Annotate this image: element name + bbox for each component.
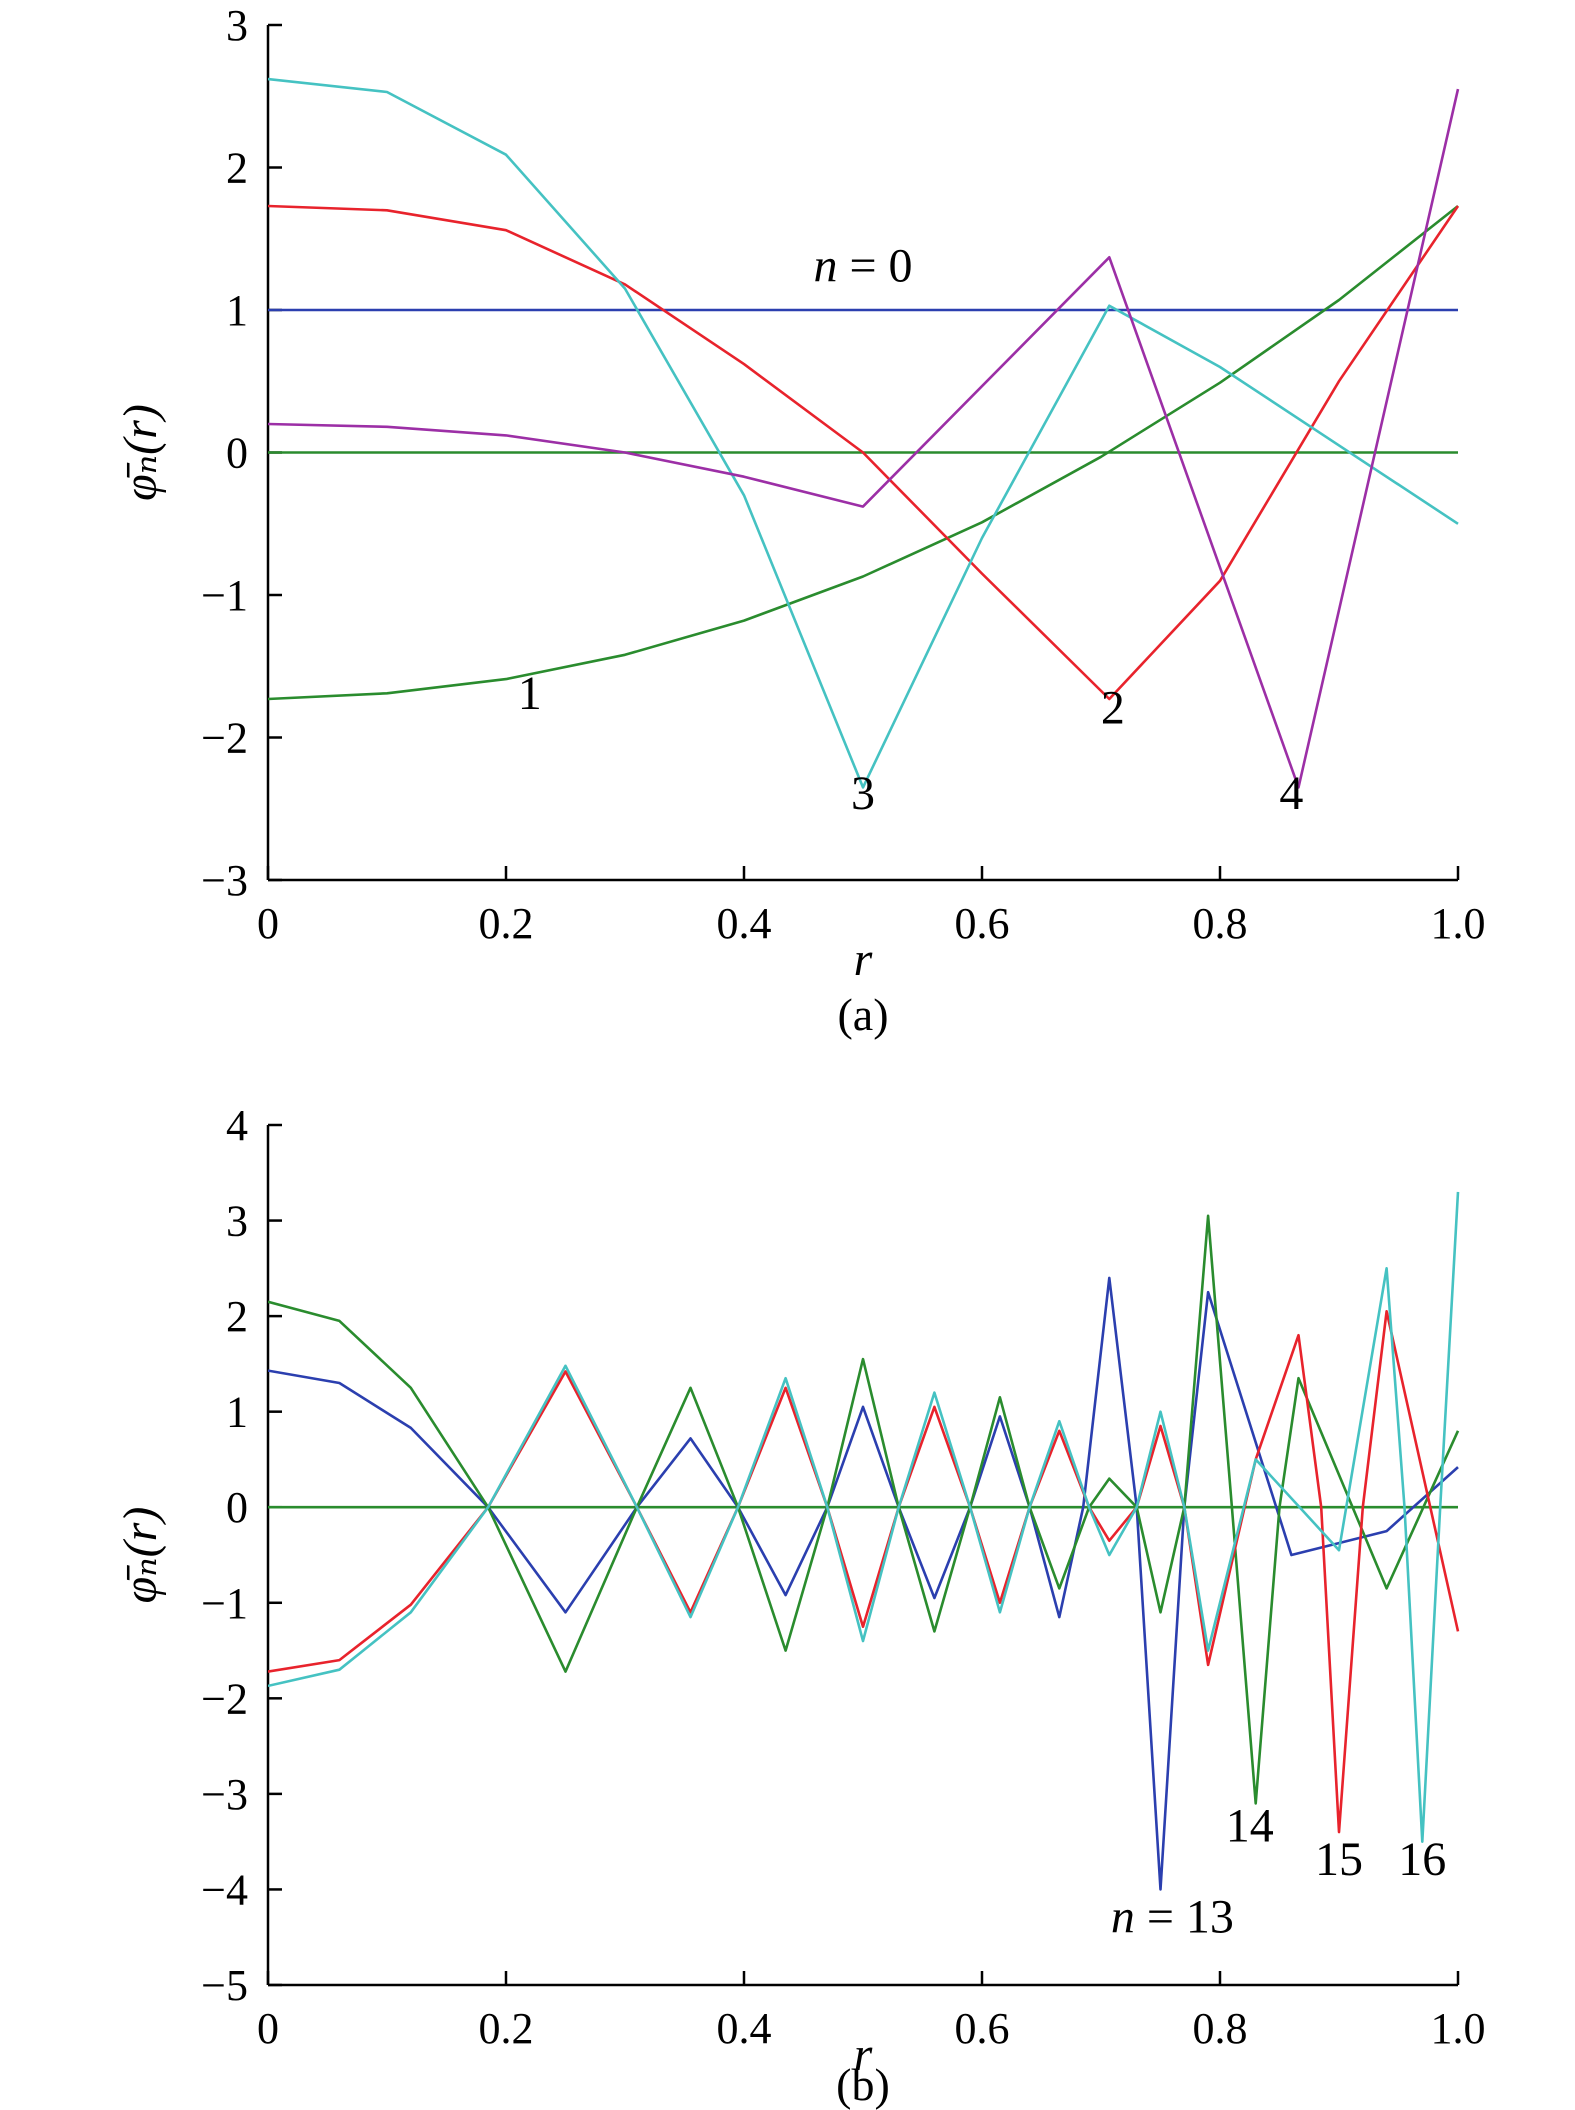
y-tick-label: −2	[201, 714, 248, 763]
y-axis-label: φ̄ₙ(r)	[114, 1507, 167, 1604]
series-line-16-4	[268, 1191, 1460, 1843]
y-axis-label: φ̄ₙ(r)	[114, 404, 167, 501]
curve-label: n = 0	[813, 240, 912, 293]
curve-label: 3	[851, 767, 875, 820]
y-tick-label: −3	[201, 856, 248, 905]
y-tick-label: 2	[226, 144, 248, 193]
x-tick-label: 0.4	[717, 2004, 772, 2053]
curve-label: 15	[1315, 1833, 1363, 1886]
x-tick-label: 1.0	[1431, 2004, 1486, 2053]
x-tick-label: 0.4	[717, 899, 772, 948]
y-tick-label: 2	[226, 1292, 248, 1341]
x-tick-label: 0.6	[955, 2004, 1010, 2053]
y-tick-label: 0	[226, 429, 248, 478]
x-tick-label: 0	[257, 899, 279, 948]
curve-label: 4	[1279, 767, 1303, 820]
x-tick-label: 0	[257, 2004, 279, 2053]
x-tick-label: 0.2	[479, 899, 534, 948]
series-line-2-3	[268, 204, 1460, 701]
x-axis-label: r	[854, 933, 873, 986]
series-line-4-5	[268, 88, 1460, 789]
x-tick-label: 0.8	[1193, 2004, 1248, 2053]
panel-a-chart: 0 0.2 0.4 0.6 0.8 1.0 3 2 1 0 −1 −2 −3 r φ̄ₙ(r) (a) n = …	[114, 1, 1486, 1040]
curve-label: 14	[1226, 1800, 1274, 1853]
series-line-n-13-1	[268, 1276, 1459, 1891]
y-tick-label: 0	[226, 1483, 248, 1532]
panel-b-chart: 0 0.2 0.4 0.6 0.8 1.0 4 3 2 1 0 −1 −2 −3 −4 −5 r φ̄ₙ(r) (b…	[114, 1101, 1486, 2110]
series-line-15-3	[268, 1310, 1460, 1834]
y-tick-label: 1	[226, 286, 248, 335]
series-line-14-2	[268, 1214, 1460, 1805]
x-axis-label: r	[854, 2028, 873, 2081]
y-tick-label: 1	[226, 1388, 248, 1437]
curve-label: 16	[1398, 1833, 1446, 1886]
x-tick-label: 0.2	[479, 2004, 534, 2053]
y-tick-label: 3	[226, 1197, 248, 1246]
series-line-1-2	[268, 204, 1459, 701]
x-tick-label: 0.6	[955, 899, 1010, 948]
y-tick-label: −3	[201, 1770, 248, 1819]
y-tick-label: −4	[201, 1865, 248, 1914]
y-tick-label: −5	[201, 1961, 248, 2010]
curve-label: n = 13	[1111, 1890, 1234, 1943]
curve-label: 1	[518, 667, 542, 720]
series-line-3-4	[268, 77, 1459, 789]
y-tick-label: −2	[201, 1674, 248, 1723]
curve-label: 2	[1101, 681, 1125, 734]
panel-caption: (a)	[837, 989, 888, 1040]
x-tick-label: 1.0	[1431, 899, 1486, 948]
panel-caption: (b)	[836, 2059, 890, 2110]
y-tick-label: 4	[226, 1101, 248, 1150]
x-tick-label: 0.8	[1193, 899, 1248, 948]
y-tick-label: −1	[201, 571, 248, 620]
y-tick-label: 3	[226, 1, 248, 50]
y-tick-label: −1	[201, 1579, 248, 1628]
